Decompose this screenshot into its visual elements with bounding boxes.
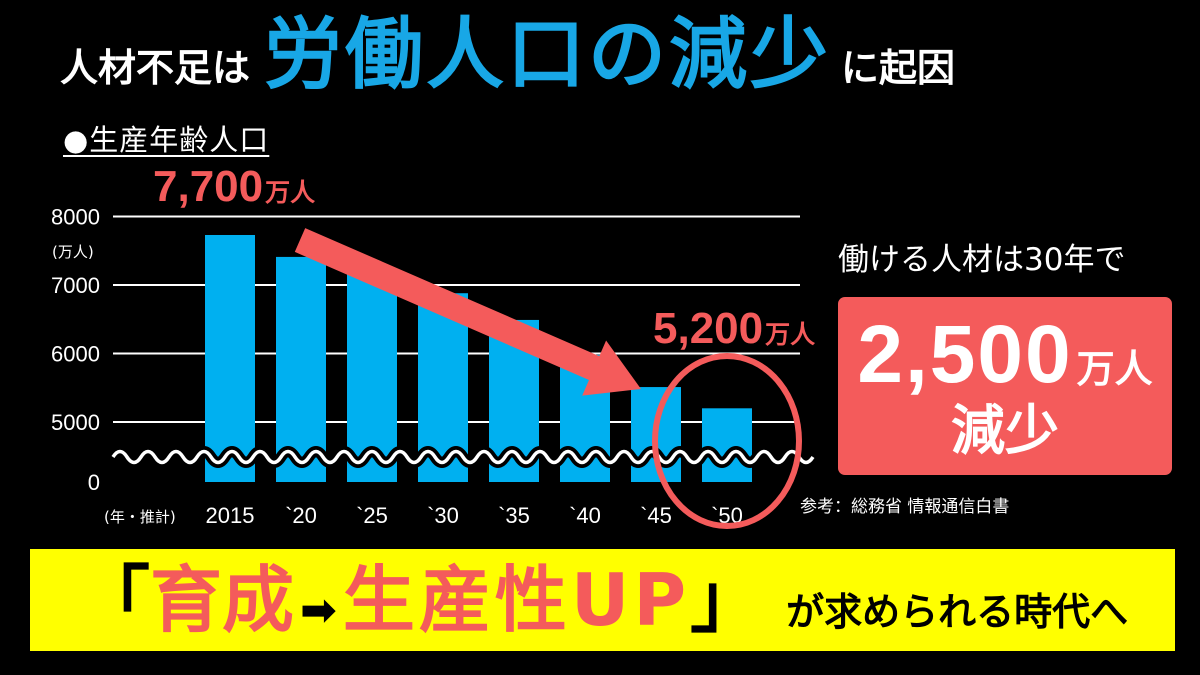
chart-title: ●生産年齢人口 [63, 123, 270, 157]
summary-value-number: 2,500 [857, 309, 1073, 400]
y-tick-label: 6000 [51, 342, 100, 367]
headline-tail: に起因 [841, 46, 956, 90]
start-value-number: 7,700 [153, 162, 264, 211]
y-tick-label: 0 [88, 470, 100, 495]
end-value-number: 5,200 [653, 304, 764, 353]
headline-lead: 人材不足は [60, 46, 251, 90]
axis-break-wave [111, 449, 815, 465]
banner-tail: が求められる時代へ [786, 590, 1129, 634]
end-value-callout: 5,200 万人 [653, 307, 815, 351]
x-tick-label: `40 [569, 503, 601, 528]
y-tick-label: 5000 [51, 410, 100, 435]
start-value-callout: 7,700 万人 [153, 165, 315, 209]
decline-trend-arrow [294, 228, 641, 396]
headline-emphasis: 労働人口の減少 [264, 10, 832, 100]
y-axis-ticks: 8000 7000 6000 5000 0 [51, 205, 100, 496]
population-bar [205, 234, 255, 482]
arrow-right-icon: ➡ [300, 585, 337, 636]
population-bar [276, 256, 326, 482]
summary-lead-text: 働ける人材は30年で [838, 242, 1126, 278]
x-tick-label: `25 [356, 503, 388, 528]
conclusion-banner: 「 育成 ➡ 生産性UP 」 が求められる時代へ [30, 549, 1175, 651]
summary-value-unit: 万人 [1076, 347, 1153, 391]
banner-open-bracket: 「 [78, 558, 151, 642]
banner-text-row: 「 育成 ➡ 生産性UP 」 が求められる時代へ [78, 564, 1128, 636]
banner-close-bracket: 」 [690, 558, 763, 642]
population-bar [702, 408, 752, 482]
x-tick-label: `20 [285, 503, 317, 528]
x-tick-label: `35 [498, 503, 530, 528]
y-axis-unit-label: (万人) [52, 243, 94, 261]
x-axis-label: (年・推計) [104, 508, 176, 526]
x-tick-label: 2015 [206, 503, 255, 528]
start-value-unit: 万人 [265, 178, 316, 207]
banner-first-term: 育成 [150, 558, 295, 642]
bars [205, 234, 752, 482]
end-value-unit: 万人 [765, 320, 816, 349]
summary-value-row: 2,500 万人 [857, 314, 1152, 396]
x-axis-ticks: 2015 `20 `25 `30 `35 `40 `45 `50 [206, 503, 743, 528]
x-tick-label: `45 [640, 503, 672, 528]
summary-panel: 2,500 万人 減少 [838, 297, 1172, 475]
y-tick-label: 8000 [51, 205, 100, 230]
headline: 人材不足は 労働人口の減少 に起因 [60, 16, 955, 94]
highlight-circle [652, 353, 802, 529]
x-tick-label: `30 [427, 503, 459, 528]
summary-label: 減少 [951, 399, 1059, 462]
source-note: 参考：総務省 情報通信白書 [800, 497, 1010, 517]
banner-second-term: 生産性UP [342, 558, 691, 642]
y-tick-label: 7000 [51, 273, 100, 298]
